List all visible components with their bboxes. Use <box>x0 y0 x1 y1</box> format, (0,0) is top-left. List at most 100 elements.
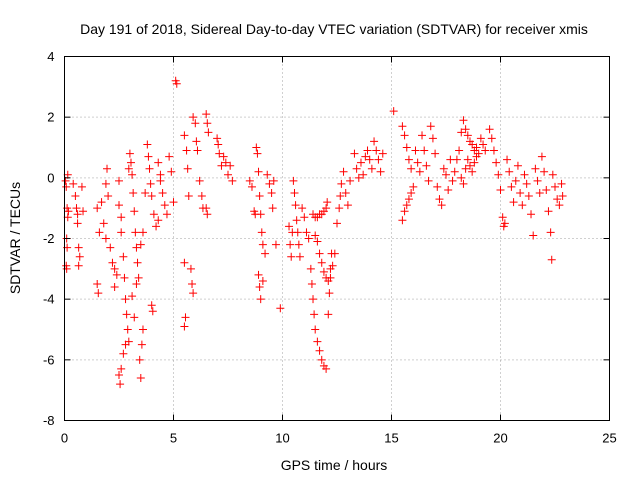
data-point <box>228 176 237 185</box>
data-point <box>104 192 113 201</box>
data-point <box>322 364 331 373</box>
data-point <box>487 134 496 143</box>
data-point <box>352 164 361 173</box>
data-point <box>137 340 146 349</box>
data-point <box>257 228 266 237</box>
data-point <box>402 201 411 210</box>
data-point <box>172 79 181 88</box>
data-point <box>224 170 232 179</box>
data-point <box>256 210 265 219</box>
data-point <box>133 258 142 267</box>
data-point <box>378 149 387 158</box>
data-point <box>413 158 422 167</box>
chart-title: Day 191 of 2018, Sidereal Day-to-day VTE… <box>80 21 588 37</box>
data-point <box>254 167 263 176</box>
data-point <box>136 240 145 249</box>
data-point <box>326 273 335 282</box>
data-point <box>195 176 204 185</box>
data-point <box>253 149 262 158</box>
data-point <box>324 310 333 319</box>
data-point <box>492 158 501 167</box>
data-point <box>138 228 147 237</box>
data-point <box>404 195 413 204</box>
data-point <box>361 152 370 161</box>
data-point <box>311 325 320 334</box>
data-point <box>124 164 133 173</box>
data-point <box>302 228 311 237</box>
data-point <box>341 189 350 197</box>
data-point <box>117 228 126 237</box>
y-tick-label: 4 <box>47 49 54 64</box>
data-point <box>300 213 309 222</box>
data-point <box>431 149 440 158</box>
data-point <box>459 116 468 125</box>
data-point <box>418 131 427 140</box>
data-point <box>527 210 536 219</box>
data-point <box>132 243 141 252</box>
data-point <box>183 164 192 173</box>
data-point <box>221 158 230 167</box>
data-point <box>476 134 485 143</box>
x-tick-label: 15 <box>384 431 398 446</box>
data-point <box>115 201 123 210</box>
data-point <box>79 207 88 216</box>
data-point <box>255 192 264 201</box>
data-point <box>202 110 211 119</box>
data-point <box>319 267 328 276</box>
data-point <box>181 313 190 322</box>
data-point <box>546 228 555 237</box>
data-point <box>322 204 331 213</box>
data-point <box>505 167 514 176</box>
x-tick-label: 10 <box>275 431 289 446</box>
data-point <box>402 143 411 152</box>
data-point <box>69 179 78 188</box>
data-point <box>74 261 83 270</box>
data-point <box>141 189 150 197</box>
axis-tick-labels: 0 5 10 15 20 25 -8 -6 -4 -2 0 2 4 <box>43 49 617 446</box>
data-point <box>516 189 525 197</box>
data-point <box>524 192 533 201</box>
data-point <box>503 155 512 164</box>
data-point <box>509 198 518 207</box>
data-point <box>398 216 407 225</box>
data-point <box>370 137 379 146</box>
grid-lines <box>64 56 610 421</box>
data-point <box>258 240 267 249</box>
data-point <box>547 255 556 264</box>
data-point <box>120 273 129 282</box>
data-point <box>108 258 117 267</box>
data-point <box>442 170 450 179</box>
y-tick-label: -6 <box>43 352 55 367</box>
data-point <box>336 192 345 201</box>
data-point <box>537 152 546 161</box>
x-tick-label: 20 <box>493 431 507 446</box>
data-point <box>184 192 193 201</box>
data-point <box>291 201 300 210</box>
data-point <box>180 258 189 267</box>
data-point <box>309 295 318 304</box>
data-point <box>146 179 155 188</box>
data-point <box>189 289 198 298</box>
data-point <box>374 155 383 164</box>
data-point <box>290 189 299 197</box>
data-point <box>289 176 298 185</box>
data-point <box>323 198 332 207</box>
y-tick-label: -2 <box>43 231 55 246</box>
data-point <box>165 152 174 161</box>
data-point <box>126 158 135 167</box>
data-point <box>73 219 82 228</box>
data-point <box>313 237 322 246</box>
x-axis-label: GPS time / hours <box>281 457 388 473</box>
data-point <box>409 182 418 191</box>
data-point <box>470 158 479 167</box>
data-point <box>354 173 363 182</box>
data-point <box>254 270 263 279</box>
data-point <box>376 167 385 176</box>
data-point <box>130 207 139 216</box>
data-point <box>255 283 264 292</box>
data-point <box>428 134 437 143</box>
data-point <box>315 249 324 258</box>
data-point <box>122 310 131 319</box>
data-point <box>148 307 157 316</box>
data-point <box>472 152 481 161</box>
